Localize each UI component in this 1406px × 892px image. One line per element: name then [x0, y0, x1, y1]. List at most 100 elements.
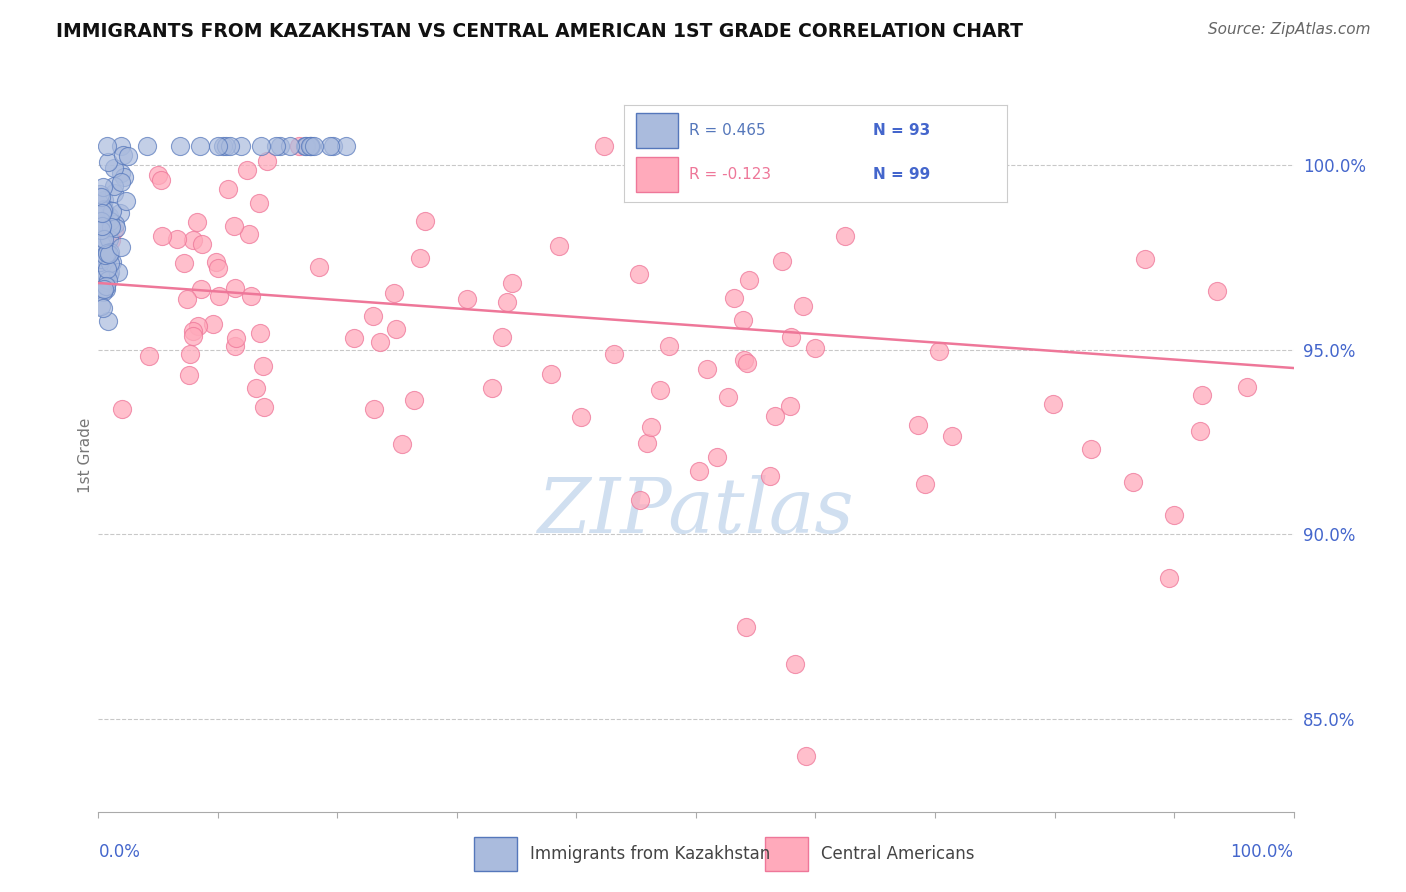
Text: Source: ZipAtlas.com: Source: ZipAtlas.com: [1208, 22, 1371, 37]
Point: [93, 202, 115, 217]
Point: [91, 219, 114, 233]
Point: [770, 253, 793, 268]
Point: [941, 429, 963, 443]
Point: [89, 236, 111, 251]
Point: [783, 657, 806, 671]
Point: [90, 217, 112, 231]
Point: [456, 292, 478, 306]
Point: [792, 299, 814, 313]
Point: [190, 282, 212, 296]
Point: [186, 215, 208, 229]
Point: [779, 330, 801, 344]
Point: [224, 281, 246, 295]
Bar: [765, 837, 808, 871]
Point: [627, 267, 650, 281]
Point: [138, 349, 160, 363]
Point: [187, 319, 209, 334]
Point: [90, 231, 112, 245]
Point: [382, 286, 405, 301]
Point: [735, 356, 758, 370]
Point: [89, 283, 111, 297]
Point: [97, 155, 120, 169]
Point: [735, 620, 758, 634]
Text: Immigrants from Kazakhstan: Immigrants from Kazakhstan: [530, 845, 770, 863]
Point: [90, 206, 112, 220]
Point: [1121, 475, 1143, 490]
Text: 100.0%: 100.0%: [1230, 843, 1294, 861]
Point: [110, 175, 132, 189]
Point: [181, 328, 204, 343]
Point: [211, 139, 233, 153]
Point: [98, 220, 121, 235]
Point: [1159, 571, 1181, 585]
Point: [110, 402, 132, 417]
Point: [103, 223, 125, 237]
Point: [928, 343, 950, 358]
Point: [89, 255, 111, 269]
Point: [288, 139, 311, 153]
Point: [256, 153, 278, 168]
Point: [107, 264, 129, 278]
Point: [547, 239, 569, 253]
Point: [779, 399, 801, 413]
Text: ZIPatlas: ZIPatlas: [537, 475, 855, 549]
Point: [100, 219, 122, 234]
Point: [1191, 388, 1213, 402]
Point: [363, 401, 385, 416]
Point: [593, 139, 616, 153]
Point: [104, 221, 127, 235]
Point: [688, 464, 710, 478]
Point: [96, 267, 118, 281]
Point: [136, 139, 159, 153]
Point: [179, 347, 201, 361]
Point: [308, 260, 330, 274]
Point: [706, 450, 728, 464]
Point: [763, 409, 786, 423]
Point: [250, 139, 273, 153]
Point: [384, 322, 406, 336]
Point: [238, 227, 260, 241]
Point: [731, 313, 754, 327]
Point: [110, 139, 132, 153]
Text: IMMIGRANTS FROM KAZAKHSTAN VS CENTRAL AMERICAN 1ST GRADE CORRELATION CHART: IMMIGRANTS FROM KAZAKHSTAN VS CENTRAL AM…: [56, 22, 1024, 41]
Point: [91, 285, 114, 300]
Point: [723, 291, 745, 305]
Point: [495, 294, 517, 309]
Point: [103, 161, 125, 175]
Point: [98, 244, 121, 259]
Point: [96, 258, 118, 272]
Point: [98, 247, 121, 261]
Point: [215, 139, 238, 153]
Point: [540, 367, 562, 381]
Point: [97, 232, 120, 246]
Point: [96, 139, 118, 153]
Point: [90, 213, 112, 227]
Point: [93, 282, 115, 296]
Point: [299, 139, 322, 153]
Point: [224, 219, 246, 233]
Point: [571, 409, 593, 424]
Point: [733, 352, 755, 367]
Point: [299, 139, 322, 153]
Point: [907, 417, 929, 432]
Point: [166, 232, 188, 246]
Point: [91, 223, 114, 237]
Point: [101, 255, 124, 269]
Point: [299, 139, 322, 153]
Point: [96, 216, 118, 230]
Point: [207, 139, 229, 153]
Point: [91, 202, 114, 217]
Point: [89, 260, 111, 274]
Point: [1133, 252, 1156, 266]
Point: [491, 329, 513, 343]
Point: [368, 334, 391, 349]
Point: [391, 437, 413, 451]
Point: [150, 173, 173, 187]
Point: [1236, 379, 1258, 393]
Point: [96, 245, 118, 260]
Point: [112, 169, 135, 184]
Point: [205, 255, 228, 269]
Point: [89, 268, 111, 282]
Point: [93, 276, 115, 290]
Point: [93, 193, 115, 207]
